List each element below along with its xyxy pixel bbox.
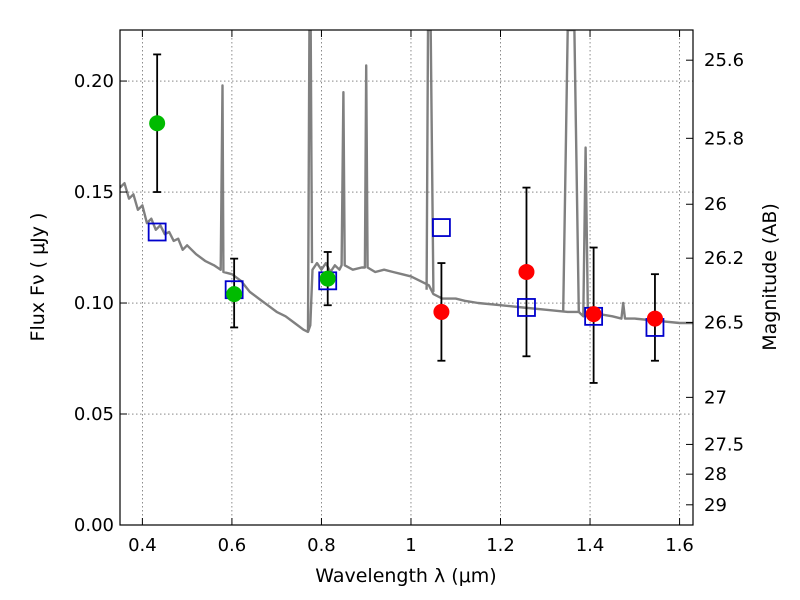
y-axis-label: Flux Fν ( μJy ) <box>27 213 49 342</box>
mag-tick-label: 26 <box>704 194 727 215</box>
mag-tick-label: 27.5 <box>704 434 744 455</box>
model-spectrum-line <box>120 64 693 334</box>
x-axis-label: Wavelength λ (μm) <box>315 565 496 587</box>
mag-tick-label: 26.5 <box>704 313 744 334</box>
model-spectrum <box>120 30 693 334</box>
x-tick-label: 1 <box>405 535 416 556</box>
x-tick-label: 0.6 <box>218 535 247 556</box>
x-tick-label: 0.8 <box>307 535 336 556</box>
x-tick-label: 1.2 <box>486 535 515 556</box>
green-data-point <box>319 270 336 287</box>
model-square-marker <box>147 222 167 242</box>
y-axis-right-label: Magnitude (AB) <box>759 203 781 351</box>
green-data-point <box>149 115 166 132</box>
x-tick-label: 1.4 <box>576 535 605 556</box>
x-tick-label: 1.6 <box>665 535 694 556</box>
mag-tick-label: 25.6 <box>704 50 744 71</box>
emission-line-spike <box>562 30 580 312</box>
y-tick-label: 0.20 <box>74 71 114 92</box>
mag-tick-label: 26.2 <box>704 248 744 269</box>
error-bars <box>153 53 659 384</box>
mag-tick-label: 25.8 <box>704 128 744 149</box>
model-photometry-squares <box>147 218 665 337</box>
red-data-point <box>646 310 663 327</box>
emission-line-spike <box>425 30 435 292</box>
observed-points <box>149 115 663 327</box>
mag-tick-label: 27 <box>704 387 727 408</box>
x-axis-ticks: 0.4 0.6 0.8 1 1.2 1.4 1.6 <box>128 30 694 556</box>
grid-lines <box>120 30 693 526</box>
y-axis-ticks: 0.00 0.05 0.10 0.15 0.20 <box>74 71 127 536</box>
y-tick-label: 0.15 <box>74 182 114 203</box>
red-data-point <box>518 263 535 280</box>
magnitude-axis-ticks: 25.6 25.8 26 26.2 26.5 27 27.5 28 29 <box>686 50 744 516</box>
emission-line-spike <box>306 30 314 332</box>
red-data-point <box>433 303 450 320</box>
y-tick-label: 0.05 <box>74 404 114 425</box>
y-tick-label: 0.00 <box>74 515 114 536</box>
green-data-point <box>226 286 243 303</box>
y-tick-label: 0.10 <box>74 293 114 314</box>
plot-frame <box>119 29 694 526</box>
mag-tick-label: 28 <box>704 464 727 485</box>
model-square-marker <box>432 218 451 237</box>
model-square-marker <box>517 298 536 317</box>
red-data-point <box>585 306 602 323</box>
x-tick-label: 0.4 <box>128 535 157 556</box>
mag-tick-label: 29 <box>704 495 727 516</box>
